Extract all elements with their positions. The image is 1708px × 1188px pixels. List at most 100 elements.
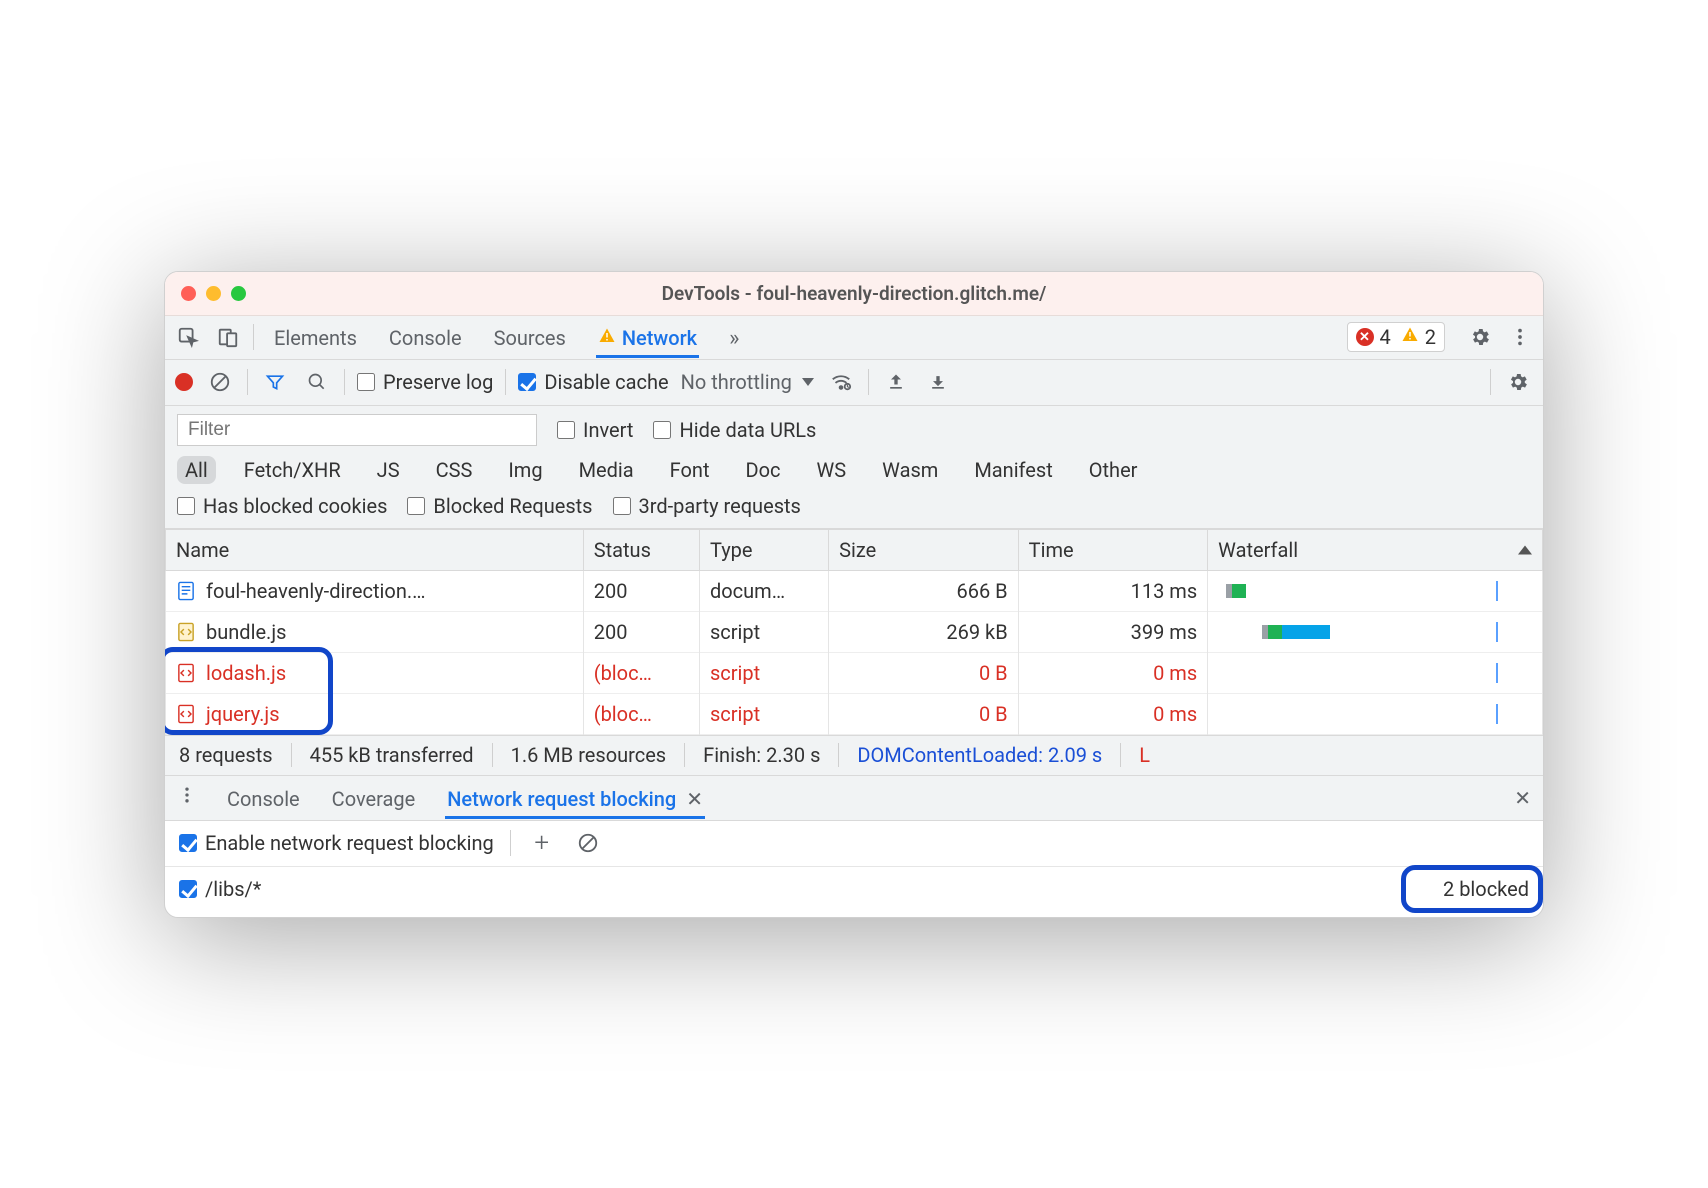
- throttling-select[interactable]: No throttling: [681, 370, 814, 394]
- drawer-tab-coverage[interactable]: Coverage: [330, 777, 418, 819]
- column-header-type[interactable]: Type: [699, 529, 828, 570]
- add-pattern-icon[interactable]: +: [527, 828, 557, 858]
- divider: [247, 369, 248, 395]
- download-har-icon[interactable]: [923, 367, 953, 397]
- disable-cache-label: Disable cache: [544, 370, 668, 394]
- cell-waterfall: [1208, 611, 1543, 652]
- clear-log-icon[interactable]: [205, 367, 235, 397]
- column-header-status[interactable]: Status: [583, 529, 699, 570]
- type-filter-js[interactable]: JS: [369, 456, 408, 484]
- settings-gear-icon[interactable]: [1465, 322, 1495, 352]
- warning-count: 2: [1425, 325, 1436, 349]
- close-drawer-icon[interactable]: ✕: [1514, 786, 1531, 810]
- network-conditions-icon[interactable]: [826, 367, 856, 397]
- type-filter-all[interactable]: All: [177, 456, 216, 484]
- type-filter-doc[interactable]: Doc: [738, 456, 789, 484]
- drawer-tab-network-request-blocking[interactable]: Network request blocking ✕: [445, 777, 705, 819]
- window-controls: [181, 286, 246, 301]
- table-row[interactable]: foul-heavenly-direction.…200docum…666 B1…: [166, 570, 1543, 611]
- has-blocked-cookies-checkbox[interactable]: Has blocked cookies: [177, 494, 387, 518]
- type-filter-css[interactable]: CSS: [428, 456, 481, 484]
- type-filter-ws[interactable]: WS: [809, 456, 855, 484]
- disable-cache-input[interactable]: [518, 373, 536, 391]
- blocking-pattern-row[interactable]: /libs/* 2 blocked: [165, 867, 1543, 917]
- cell-type: script: [699, 611, 828, 652]
- column-header-name[interactable]: Name: [166, 529, 584, 570]
- cell-status: 200: [583, 611, 699, 652]
- zoom-window-button[interactable]: [231, 286, 246, 301]
- filter-area: Invert Hide data URLs All Fetch/XHR JS CSS I…: [165, 406, 1543, 529]
- drawer-kebab-menu-icon[interactable]: [177, 785, 197, 810]
- preserve-log-input[interactable]: [357, 373, 375, 391]
- table-row[interactable]: jquery.js(bloc…script0 B0 ms: [166, 693, 1543, 734]
- type-filter-media[interactable]: Media: [571, 456, 642, 484]
- request-name: jquery.js: [206, 702, 280, 726]
- tab-sources[interactable]: Sources: [492, 316, 568, 358]
- tab-console[interactable]: Console: [387, 316, 464, 358]
- table-row[interactable]: bundle.js200script269 kB399 ms: [166, 611, 1543, 652]
- network-toolbar: Preserve log Disable cache No throttling: [165, 360, 1543, 406]
- type-filter-wasm[interactable]: Wasm: [874, 456, 946, 484]
- summary-transferred: 455 kB transferred: [292, 743, 493, 767]
- script-file-icon: [176, 662, 196, 684]
- request-name: lodash.js: [206, 661, 286, 685]
- titlebar: DevTools - foul-heavenly-direction.glitc…: [165, 272, 1543, 316]
- tab-network-label: Network: [622, 326, 697, 350]
- warning-badge-icon: [1401, 325, 1419, 349]
- tab-network[interactable]: Network: [596, 316, 699, 358]
- record-button[interactable]: [175, 373, 193, 391]
- divider: [253, 324, 254, 350]
- remove-all-patterns-icon[interactable]: [573, 828, 603, 858]
- divider: [1490, 369, 1491, 395]
- cell-waterfall: [1208, 652, 1543, 693]
- divider: [344, 369, 345, 395]
- device-toolbar-icon[interactable]: [213, 322, 243, 352]
- preserve-log-checkbox[interactable]: Preserve log: [357, 370, 493, 394]
- close-tab-icon[interactable]: ✕: [686, 787, 703, 811]
- disable-cache-checkbox[interactable]: Disable cache: [518, 370, 668, 394]
- cell-type: docum…: [699, 570, 828, 611]
- network-table: NameStatusTypeSizeTimeWaterfall foul-hea…: [165, 529, 1543, 735]
- issue-counts[interactable]: ✕ 4 2: [1347, 322, 1446, 352]
- filter-input[interactable]: [177, 414, 537, 446]
- column-header-time[interactable]: Time: [1018, 529, 1207, 570]
- upload-har-icon[interactable]: [881, 367, 911, 397]
- summary-resources: 1.6 MB resources: [493, 743, 686, 767]
- type-filter-manifest[interactable]: Manifest: [966, 456, 1060, 484]
- table-header-row: NameStatusTypeSizeTimeWaterfall: [166, 529, 1543, 570]
- sort-indicator-icon: [1518, 545, 1532, 554]
- type-filter-font[interactable]: Font: [662, 456, 718, 484]
- cell-status: (bloc…: [583, 652, 699, 693]
- cell-waterfall: [1208, 570, 1543, 611]
- type-filter-other[interactable]: Other: [1081, 456, 1146, 484]
- pattern-checkbox[interactable]: /libs/*: [179, 877, 261, 901]
- invert-checkbox[interactable]: Invert: [557, 418, 633, 442]
- cell-size: 666 B: [829, 570, 1018, 611]
- type-filter-fetchxhr[interactable]: Fetch/XHR: [236, 456, 349, 484]
- tab-elements[interactable]: Elements: [272, 316, 359, 358]
- cell-time: 113 ms: [1018, 570, 1207, 611]
- document-file-icon: [176, 580, 196, 602]
- cell-status: (bloc…: [583, 693, 699, 734]
- filter-funnel-icon[interactable]: [260, 367, 290, 397]
- column-header-waterfall[interactable]: Waterfall: [1208, 529, 1543, 570]
- table-row[interactable]: lodash.js(bloc…script0 B0 ms: [166, 652, 1543, 693]
- type-filter-img[interactable]: Img: [500, 456, 550, 484]
- third-party-checkbox[interactable]: 3rd-party requests: [613, 494, 801, 518]
- kebab-menu-icon[interactable]: [1505, 322, 1535, 352]
- drawer-tab-console[interactable]: Console: [225, 777, 302, 819]
- search-icon[interactable]: [302, 367, 332, 397]
- hide-data-urls-checkbox[interactable]: Hide data URLs: [653, 418, 816, 442]
- column-header-size[interactable]: Size: [829, 529, 1018, 570]
- network-summary-bar: 8 requests 455 kB transferred 1.6 MB res…: [165, 735, 1543, 775]
- blocked-requests-checkbox[interactable]: Blocked Requests: [407, 494, 592, 518]
- divider: [505, 369, 506, 395]
- network-settings-gear-icon[interactable]: [1503, 367, 1533, 397]
- enable-blocking-checkbox[interactable]: Enable network request blocking: [179, 831, 494, 855]
- cell-status: 200: [583, 570, 699, 611]
- close-window-button[interactable]: [181, 286, 196, 301]
- resource-type-filters: All Fetch/XHR JS CSS Img Media Font Doc WS Wasm Ma…: [177, 456, 1531, 484]
- tabs-overflow-button[interactable]: »: [727, 316, 741, 359]
- minimize-window-button[interactable]: [206, 286, 221, 301]
- inspect-element-icon[interactable]: [173, 322, 203, 352]
